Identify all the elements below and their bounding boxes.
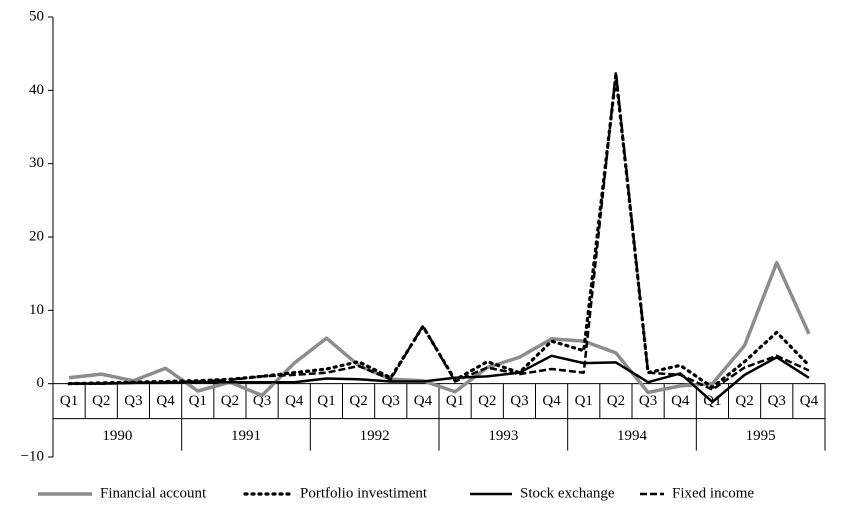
x-tick-label: Q1 [446, 393, 464, 409]
x-tick-label: Q3 [382, 393, 400, 409]
x-group-label: 1990 [102, 428, 132, 444]
x-tick-label: Q3 [510, 393, 528, 409]
y-tick-label: 30 [29, 155, 44, 171]
x-tick-label: Q3 [639, 393, 657, 409]
x-tick-label: Q1 [60, 393, 78, 409]
series-line [67, 74, 811, 389]
x-group-label: 1995 [746, 428, 776, 444]
x-tick-label: Q2 [92, 393, 110, 409]
x-tick-label: Q4 [414, 393, 433, 409]
x-group-label: 1992 [360, 428, 390, 444]
x-tick-label: Q2 [349, 393, 367, 409]
x-tick-label: Q2 [607, 393, 625, 409]
x-tick-label: Q2 [221, 393, 239, 409]
x-tick-label: Q4 [285, 393, 304, 409]
x-tick-label: Q3 [124, 393, 142, 409]
x-group-label: 1994 [617, 428, 648, 444]
x-group-label: 1991 [231, 428, 261, 444]
x-tick-label: Q3 [253, 393, 271, 409]
y-tick-label: 20 [29, 228, 44, 244]
series-line [69, 70, 810, 391]
x-tick-label: Q1 [189, 393, 207, 409]
x-group-label: 1993 [488, 428, 518, 444]
x-tick-label: Q3 [768, 393, 786, 409]
x-tick-label: Q4 [542, 393, 561, 409]
x-tick-label: Q4 [800, 393, 819, 409]
y-tick-label: 0 [37, 375, 45, 391]
x-tick-label: Q2 [478, 393, 496, 409]
y-tick-label: −10 [21, 448, 44, 464]
x-tick-label: Q1 [575, 393, 593, 409]
legend-label: Stock exchange [520, 485, 615, 501]
x-tick-label: Q2 [735, 393, 753, 409]
legend-label: Financial account [100, 485, 207, 501]
y-tick-label: 10 [29, 302, 44, 318]
legend-label: Fixed income [672, 485, 754, 501]
y-tick-label: 40 [29, 82, 44, 98]
series-line [68, 260, 811, 398]
x-tick-label: Q4 [156, 393, 175, 409]
x-tick-label: Q1 [317, 393, 335, 409]
y-tick-label: 50 [29, 8, 44, 24]
x-tick-label: Q4 [671, 393, 690, 409]
legend-label: Portfolio investiment [300, 485, 428, 501]
